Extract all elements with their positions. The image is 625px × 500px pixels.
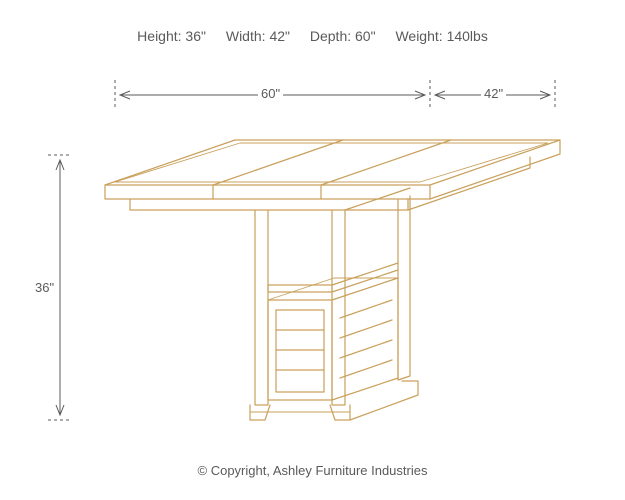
diagram-svg	[0, 0, 625, 500]
dim-label-depth: 60"	[258, 86, 283, 101]
copyright-text: © Copyright, Ashley Furniture Industries	[0, 463, 625, 478]
dim-label-height: 36"	[32, 280, 57, 295]
table-drawing	[105, 140, 560, 420]
dim-label-width: 42"	[481, 86, 506, 101]
